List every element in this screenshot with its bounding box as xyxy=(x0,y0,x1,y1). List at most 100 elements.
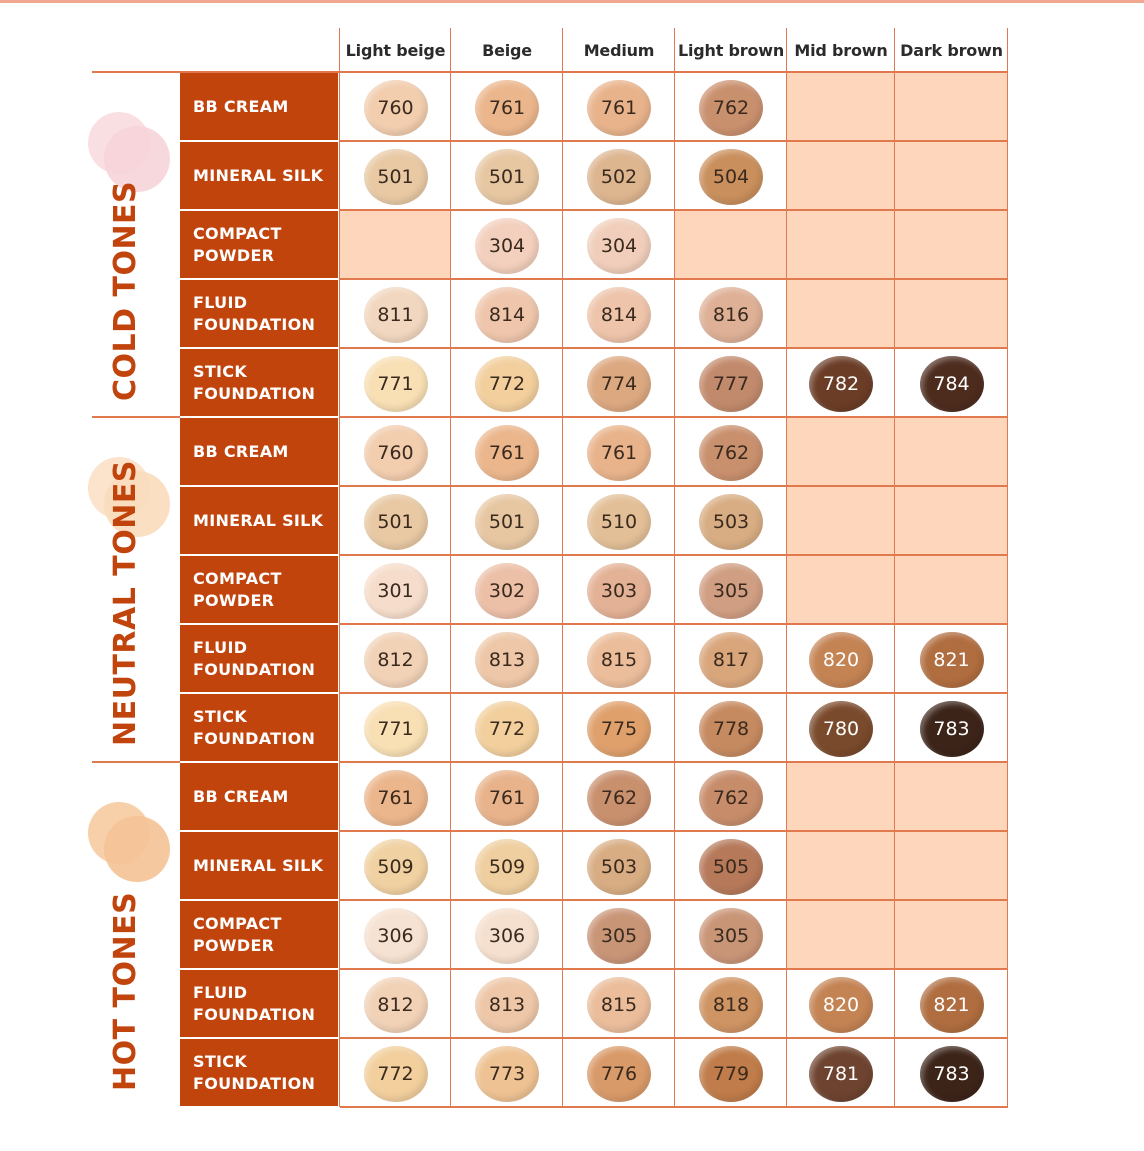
column-header-beige: Beige xyxy=(482,40,532,60)
product-label-line: STICK xyxy=(193,706,248,726)
product-label-line: STICK xyxy=(193,361,248,381)
shade-swatch[interactable]: 762 xyxy=(699,425,763,481)
shade-swatch[interactable]: 782 xyxy=(809,356,873,412)
shade-swatch[interactable]: 501 xyxy=(475,494,539,550)
product-label-line: MINERAL SILK xyxy=(193,165,324,185)
shade-swatch[interactable]: 501 xyxy=(363,149,428,205)
shade-swatch[interactable]: 814 xyxy=(475,287,539,343)
shade-swatch[interactable]: 784 xyxy=(919,356,984,412)
shade-swatch[interactable]: 820 xyxy=(809,977,873,1033)
header-divider xyxy=(1007,28,1008,72)
top-border xyxy=(0,0,1144,3)
empty-cell xyxy=(787,142,894,209)
shade-swatch[interactable]: 815 xyxy=(587,977,651,1033)
shade-swatch[interactable]: 505 xyxy=(699,839,763,895)
shade-swatch[interactable]: 812 xyxy=(363,632,428,688)
shade-swatch[interactable]: 821 xyxy=(919,977,984,1033)
shade-swatch[interactable]: 503 xyxy=(587,839,651,895)
empty-cell xyxy=(895,487,1007,554)
product-label-line: POWDER xyxy=(193,935,275,955)
product-label: FLUID FOUNDATION xyxy=(180,280,338,347)
empty-cell xyxy=(787,763,894,830)
shade-swatch[interactable]: 761 xyxy=(587,425,651,481)
shade-swatch[interactable]: 509 xyxy=(475,839,539,895)
group-label-1: NEUTRAL TONES xyxy=(108,460,168,806)
shade-swatch[interactable]: 762 xyxy=(699,80,763,136)
shade-swatch[interactable]: 305 xyxy=(587,908,651,964)
shade-swatch[interactable]: 761 xyxy=(475,425,539,481)
column-divider xyxy=(339,72,340,1107)
product-label-line: STICK xyxy=(193,1051,248,1071)
shade-swatch[interactable]: 811 xyxy=(363,287,428,343)
shade-swatch[interactable]: 762 xyxy=(699,770,763,826)
shade-swatch[interactable]: 813 xyxy=(475,977,539,1033)
shade-swatch[interactable]: 781 xyxy=(809,1046,873,1102)
shade-swatch[interactable]: 305 xyxy=(699,908,763,964)
empty-cell xyxy=(787,418,894,485)
shade-swatch[interactable]: 775 xyxy=(587,701,651,757)
shade-swatch[interactable]: 820 xyxy=(809,632,873,688)
empty-cell xyxy=(895,418,1007,485)
empty-cell xyxy=(895,901,1007,968)
shade-swatch[interactable]: 773 xyxy=(475,1046,539,1102)
shade-swatch[interactable]: 762 xyxy=(587,770,651,826)
product-label: COMPACT POWDER xyxy=(180,901,338,968)
shade-swatch[interactable]: 760 xyxy=(363,425,428,481)
product-label: BB CREAM xyxy=(180,418,338,485)
shade-swatch[interactable]: 772 xyxy=(363,1046,428,1102)
shade-swatch[interactable]: 812 xyxy=(363,977,428,1033)
product-label: BB CREAM xyxy=(180,73,338,140)
column-divider xyxy=(674,72,675,1107)
shade-swatch[interactable]: 817 xyxy=(699,632,763,688)
shade-swatch[interactable]: 761 xyxy=(363,770,428,826)
shade-swatch[interactable]: 771 xyxy=(363,701,428,757)
shade-swatch[interactable]: 783 xyxy=(919,1046,984,1102)
shade-swatch[interactable]: 815 xyxy=(587,632,651,688)
shade-swatch[interactable]: 501 xyxy=(475,149,539,205)
shade-swatch[interactable]: 778 xyxy=(699,701,763,757)
shade-swatch[interactable]: 813 xyxy=(475,632,539,688)
empty-cell xyxy=(787,487,894,554)
group-separator xyxy=(92,761,180,763)
column-header-mid-brown: Mid brown xyxy=(794,40,888,60)
shade-swatch[interactable]: 305 xyxy=(699,563,763,619)
product-label-line: POWDER xyxy=(193,245,275,265)
shade-swatch[interactable]: 304 xyxy=(475,218,539,274)
shade-swatch[interactable]: 509 xyxy=(363,839,428,895)
shade-swatch[interactable]: 761 xyxy=(475,770,539,826)
column-divider xyxy=(786,72,787,1107)
shade-swatch[interactable]: 777 xyxy=(699,356,763,412)
shade-swatch[interactable]: 504 xyxy=(699,149,763,205)
shade-swatch[interactable]: 301 xyxy=(363,563,428,619)
shade-swatch[interactable]: 502 xyxy=(587,149,651,205)
empty-cell xyxy=(895,763,1007,830)
shade-swatch[interactable]: 772 xyxy=(475,356,539,412)
shade-swatch[interactable]: 776 xyxy=(587,1046,651,1102)
shade-swatch[interactable]: 814 xyxy=(587,287,651,343)
shade-swatch[interactable]: 774 xyxy=(587,356,651,412)
shade-swatch[interactable]: 780 xyxy=(809,701,873,757)
tone-dot-icon xyxy=(104,471,170,537)
shade-swatch[interactable]: 821 xyxy=(919,632,984,688)
shade-swatch[interactable]: 306 xyxy=(363,908,428,964)
shade-swatch[interactable]: 303 xyxy=(587,563,651,619)
shade-swatch[interactable]: 772 xyxy=(475,701,539,757)
shade-swatch[interactable]: 761 xyxy=(587,80,651,136)
shade-swatch[interactable]: 306 xyxy=(475,908,539,964)
shade-swatch[interactable]: 510 xyxy=(587,494,651,550)
shade-swatch[interactable]: 816 xyxy=(699,287,763,343)
shade-swatch[interactable]: 760 xyxy=(363,80,428,136)
shade-swatch[interactable]: 501 xyxy=(363,494,428,550)
product-label-line: FOUNDATION xyxy=(193,314,316,334)
shade-swatch[interactable]: 783 xyxy=(919,701,984,757)
shade-swatch[interactable]: 503 xyxy=(699,494,763,550)
column-header-dark-brown: Dark brown xyxy=(900,40,1003,60)
shade-swatch[interactable]: 779 xyxy=(699,1046,763,1102)
shade-swatch[interactable]: 304 xyxy=(587,218,651,274)
shade-swatch[interactable]: 302 xyxy=(475,563,539,619)
empty-cell xyxy=(895,556,1007,623)
shade-swatch[interactable]: 771 xyxy=(363,356,428,412)
empty-cell xyxy=(787,901,894,968)
shade-swatch[interactable]: 761 xyxy=(475,80,539,136)
shade-swatch[interactable]: 818 xyxy=(699,977,763,1033)
